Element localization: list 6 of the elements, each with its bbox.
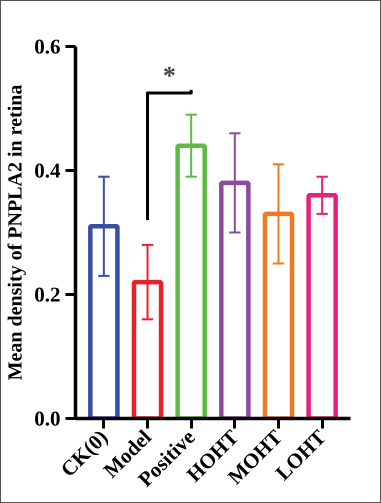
y-tick-label: 0.0 <box>34 406 60 430</box>
y-axis-title: Mean density of PNPLA2 in retina <box>4 84 26 380</box>
y-tick-label: 0.4 <box>34 158 61 182</box>
y-tick-label: 0.2 <box>34 282 60 306</box>
annotation: * <box>162 60 176 90</box>
y-tick-label: 0.6 <box>34 34 60 58</box>
